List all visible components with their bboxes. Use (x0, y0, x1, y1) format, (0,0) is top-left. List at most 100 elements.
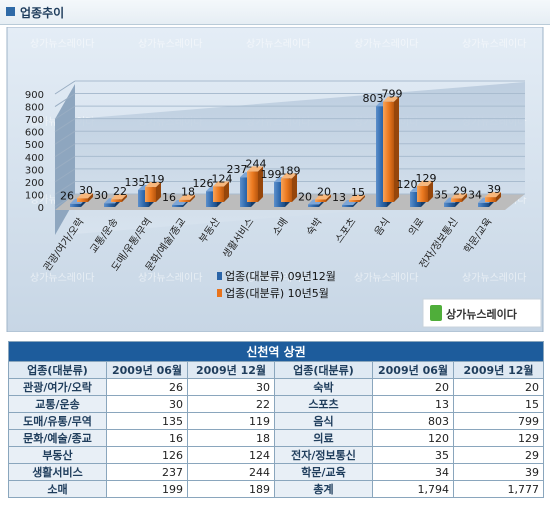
gridline (54, 80, 76, 95)
data-label: 129 (416, 172, 437, 185)
y-tick-label: 300 (25, 165, 44, 176)
data-label: 120 (397, 178, 418, 191)
value-cell: 1,777 (452, 480, 545, 498)
bar-top (315, 194, 331, 200)
data-label: 15 (351, 186, 365, 199)
data-table: 신천역 상권 업종(대분류) 2009년 06월 2009년 12월 업종(대분류) 2… (7, 341, 545, 498)
watermark-text: 상가뉴스레이다 (138, 272, 202, 284)
category-cell: 의료 (274, 429, 373, 447)
column-header: 2009년 06월 (372, 361, 454, 379)
watermark-text: 상가뉴스레이다 (354, 272, 418, 284)
bar-top (451, 193, 467, 199)
data-label: 126 (193, 177, 214, 190)
legend-swatch (217, 272, 222, 280)
category-cell: 숙박 (274, 378, 373, 396)
gridlines (54, 80, 525, 208)
gridline (54, 143, 76, 158)
gridline (54, 118, 76, 133)
column-header: 업종(대분류) (274, 361, 373, 379)
value-cell: 13 (372, 395, 454, 413)
category-cell: 문화/예술/종교 (8, 429, 107, 447)
bar (70, 203, 81, 207)
bar-top (111, 194, 127, 200)
data-label: 803 (363, 92, 384, 105)
bar (172, 204, 183, 207)
bar (478, 202, 489, 207)
table-header-row: 업종(대분류) 2009년 06월 2009년 12월 업종(대분류) 2009년 06… (8, 361, 545, 379)
y-tick-label: 100 (25, 190, 44, 201)
value-cell: 30 (106, 395, 188, 413)
bar-side (88, 193, 93, 202)
value-cell: 244 (187, 463, 275, 481)
bar-side (496, 192, 501, 202)
bar-side (360, 195, 365, 202)
y-tick-label: 400 (25, 153, 44, 164)
value-cell: 29 (452, 446, 545, 464)
data-label: 34 (468, 189, 482, 202)
bar (111, 199, 122, 202)
gridline (54, 155, 76, 170)
value-cell: 126 (106, 446, 188, 464)
bar-top (349, 195, 365, 200)
data-label: 799 (382, 88, 403, 101)
data-label: 20 (317, 185, 331, 198)
gridline (54, 193, 76, 208)
gridline (54, 168, 76, 183)
bar (145, 187, 156, 202)
bar (349, 200, 360, 202)
bullet-icon (6, 7, 15, 16)
gridline (54, 105, 76, 120)
bar-top (383, 96, 399, 102)
watermark-text: 상가뉴스레이다 (246, 272, 310, 284)
bar-top (281, 173, 297, 179)
data-label: 135 (125, 176, 146, 189)
data-label: 30 (94, 189, 108, 202)
gridline (54, 93, 76, 107)
bar-top (145, 182, 161, 188)
bar-side (190, 194, 195, 202)
bar (376, 106, 387, 207)
table-caption: 신천역 상권 (7, 341, 545, 362)
category-cell: 스포츠 (274, 395, 373, 413)
section-header: 업종추이 (0, 0, 550, 25)
logo-box: 상가뉴스레이다 (422, 298, 542, 328)
bar (485, 197, 496, 202)
y-tick-label: 800 (25, 103, 44, 114)
gridline (54, 181, 76, 195)
logo-text: 상가뉴스레이다 (446, 307, 518, 321)
data-label: 26 (60, 190, 74, 203)
table-row: 부동산 126 124 전자/정보통신 35 29 (8, 446, 545, 464)
table-row: 교통/운송 30 22 스포츠 13 15 (8, 395, 545, 413)
bar-top (417, 180, 433, 186)
bar (342, 205, 353, 207)
value-cell: 120 (372, 429, 454, 447)
bar-chart: 상가뉴스레이다 상가뉴스레이다 상가뉴스레이다 상가뉴스레이다 상가뉴스레이다상가뉴스레… (6, 26, 544, 333)
table-row: 생활서비스 237 244 학문/교육 34 39 (8, 463, 545, 481)
bar (213, 186, 224, 202)
data-label: 189 (280, 164, 301, 177)
column-header: 업종(대분류) (8, 361, 107, 379)
data-label: 20 (298, 190, 312, 203)
bar (206, 191, 217, 207)
table-row: 관광/여가/오락 26 30 숙박 20 20 (8, 378, 545, 396)
y-tick-label: 500 (25, 140, 44, 151)
value-cell: 35 (372, 446, 454, 464)
watermark-text: 상가뉴스레이다 (138, 38, 202, 50)
bar-top (213, 181, 229, 187)
value-cell: 20 (372, 378, 454, 396)
data-label: 199 (261, 168, 282, 181)
watermark-text: 상가뉴스레이다 (462, 38, 526, 50)
value-cell: 799 (452, 412, 545, 430)
bar-side (224, 181, 229, 202)
bar (104, 203, 115, 207)
data-label: 119 (144, 173, 165, 186)
y-tick-label: 0 (38, 203, 44, 214)
chart-panel: 상가뉴스레이다 상가뉴스레이다 상가뉴스레이다 상가뉴스레이다 상가뉴스레이다 상가뉴스레… (0, 26, 550, 333)
data-label: 237 (227, 163, 248, 176)
bar (77, 198, 88, 202)
y-tick-label: 600 (25, 128, 44, 139)
watermark-text: 상가뉴스레이다 (462, 272, 526, 284)
bar-side (156, 182, 161, 202)
bars-layer (70, 96, 501, 207)
